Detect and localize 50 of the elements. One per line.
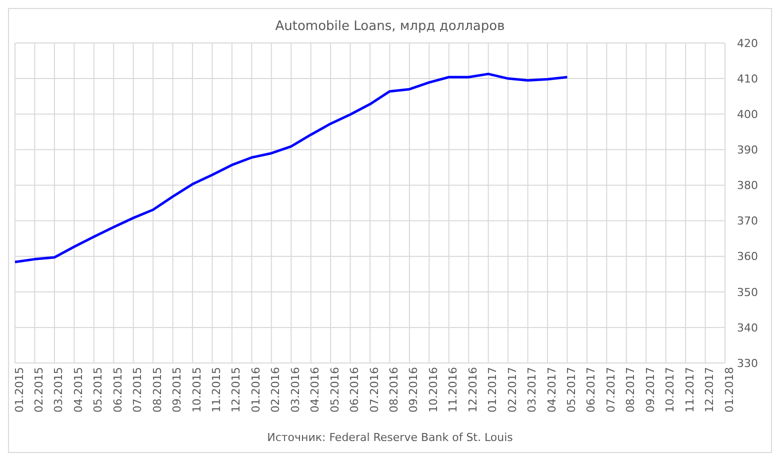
y-tick-label: 360 bbox=[737, 250, 758, 264]
x-tick-label: 06.2016 bbox=[348, 367, 362, 412]
x-tick-label: 10.2016 bbox=[426, 367, 440, 412]
x-tick-label: 04.2015 bbox=[72, 367, 85, 412]
y-tick-label: 350 bbox=[737, 286, 758, 299]
x-tick-label: 06.2015 bbox=[111, 367, 124, 412]
x-tick-label: 07.2017 bbox=[604, 367, 618, 412]
x-tick-label: 08.2015 bbox=[150, 367, 164, 412]
x-tick-label: 01.2017 bbox=[486, 367, 500, 412]
x-tick-label: 05.2015 bbox=[92, 367, 105, 412]
y-tick-label: 380 bbox=[737, 179, 758, 192]
x-tick-label: 02.2017 bbox=[506, 367, 519, 412]
y-tick-label: 410 bbox=[737, 72, 758, 86]
text: Источник: Federal Reserve Bank of St. Louis bbox=[266, 431, 514, 444]
x-tick-label: 11.2016 bbox=[446, 367, 460, 412]
x-tick-label: 09.2017 bbox=[644, 367, 657, 412]
x-tick-label: 03.2015 bbox=[52, 367, 66, 412]
x-tick-label: 04.2016 bbox=[308, 367, 322, 412]
x-tick-label: 10.2017 bbox=[664, 367, 677, 412]
x-tick-label: 09.2015 bbox=[170, 367, 184, 412]
x-tick-label: 03.2016 bbox=[288, 367, 302, 412]
x-tick-label: 01.2018 bbox=[722, 367, 736, 412]
x-tick-label: 09.2016 bbox=[407, 367, 420, 412]
x-tick-label: 08.2016 bbox=[388, 367, 401, 412]
x-tick-label: 12.2015 bbox=[230, 367, 243, 412]
x-tick-label: 07.2016 bbox=[368, 367, 381, 412]
x-tick-label: 07.2015 bbox=[131, 367, 144, 412]
y-tick-label: 370 bbox=[737, 214, 758, 228]
y-tick-label: 390 bbox=[737, 144, 758, 157]
x-tick-label: 02.2016 bbox=[269, 367, 282, 412]
x-tick-label: 03.2017 bbox=[526, 367, 539, 412]
x-tick-label: 12.2016 bbox=[466, 367, 480, 412]
x-tick-label: 08.2017 bbox=[624, 367, 638, 412]
x-tick-label: 11.2015 bbox=[210, 367, 224, 412]
x-tick-label: 05.2016 bbox=[328, 367, 342, 412]
x-tick-label: 05.2017 bbox=[565, 367, 578, 412]
y-tick-label: 330 bbox=[737, 356, 758, 370]
x-tick-label: 11.2017 bbox=[683, 367, 696, 412]
y-tick-label: 340 bbox=[737, 321, 758, 334]
x-tick-label: 04.2017 bbox=[545, 367, 558, 412]
x-tick-label: 01.2016 bbox=[249, 367, 262, 412]
x-tick-label: 12.2017 bbox=[703, 367, 716, 412]
chart-title: Automobile Loans, млрд долларов bbox=[274, 19, 506, 34]
x-tick-label: 02.2015 bbox=[32, 367, 46, 412]
y-tick-label: 420 bbox=[737, 36, 758, 50]
y-tick-label: 400 bbox=[737, 108, 758, 122]
x-tick-label: 06.2017 bbox=[584, 367, 598, 412]
x-tick-label: 10.2015 bbox=[190, 367, 204, 412]
x-tick-label: 01.2015 bbox=[12, 367, 26, 412]
line-series bbox=[14, 72, 568, 264]
